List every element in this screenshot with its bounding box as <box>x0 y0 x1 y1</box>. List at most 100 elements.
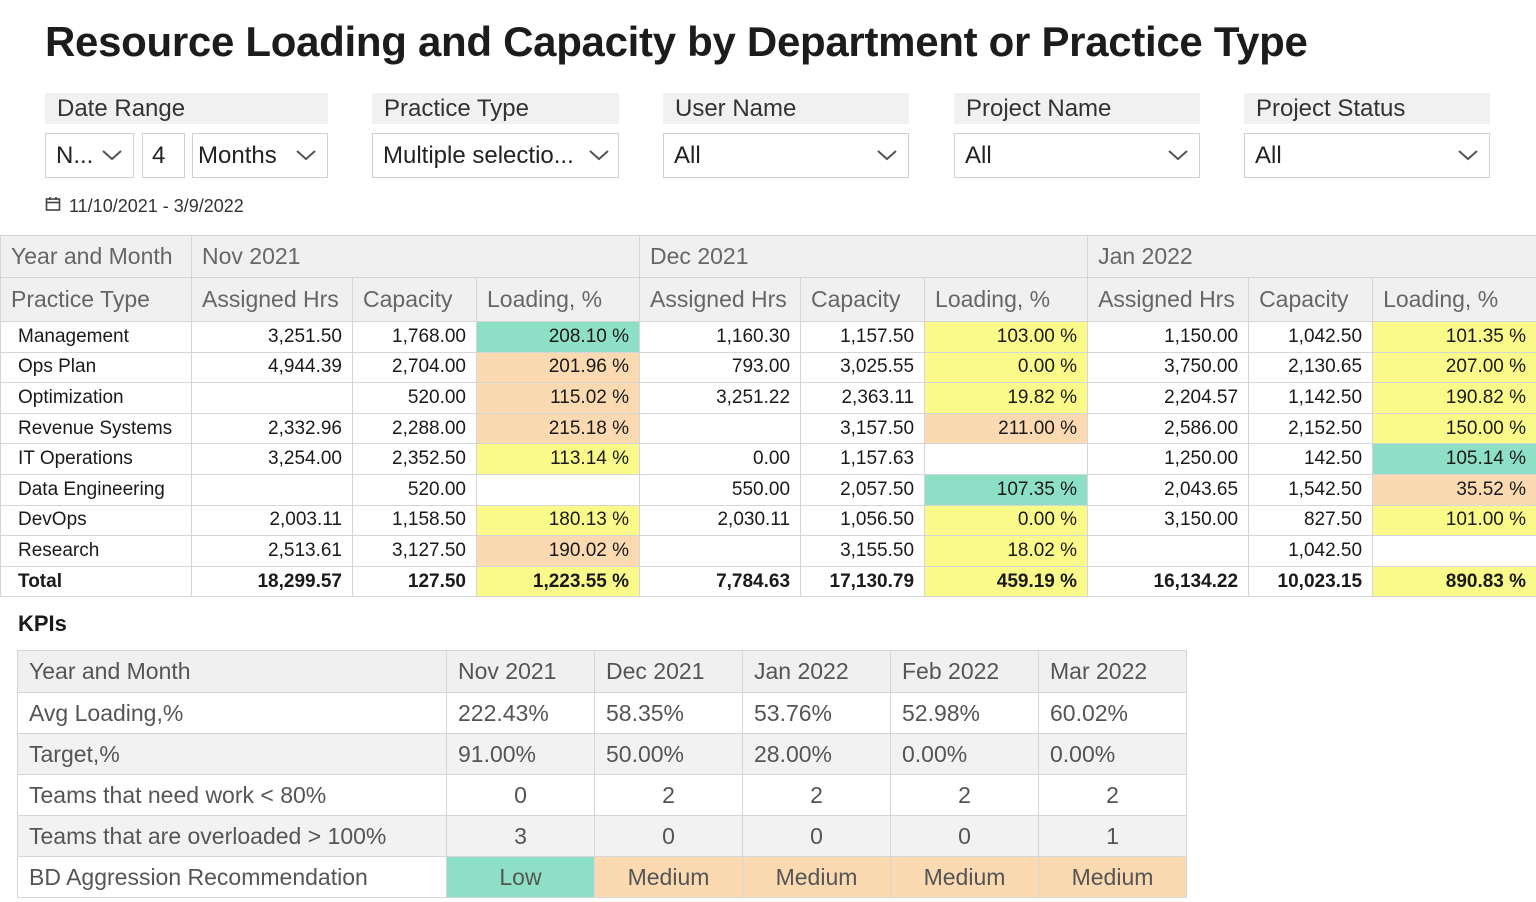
kpi-value-cell: 53.76% <box>742 692 891 734</box>
user-name-label: User Name <box>663 93 909 124</box>
kpi-table: Year and Month Nov 2021 Dec 2021 Jan 2022 Fe… <box>17 650 1187 898</box>
column-header-loading: Loading, % <box>924 277 1089 322</box>
column-header-capacity: Capacity <box>800 277 926 322</box>
practice-type-name: Management <box>0 321 192 353</box>
capacity-cell: 1,042.50 <box>1248 321 1374 353</box>
capacity-cell: 1,142.50 <box>1248 382 1374 414</box>
kpi-value-cell: 2 <box>594 774 743 816</box>
assigned-hrs-cell: 0.00 <box>639 443 802 475</box>
capacity-cell: 10,023.15 <box>1248 565 1374 598</box>
date-range-unit-dropdown[interactable]: Months <box>192 133 328 178</box>
practice-type-name: IT Operations <box>0 443 192 475</box>
assigned-hrs-cell: 793.00 <box>639 351 802 384</box>
assigned-hrs-cell: 7,784.63 <box>639 565 802 598</box>
loading-cell: 35.52 % <box>1372 473 1536 506</box>
kpi-value-cell: 222.43% <box>446 692 595 734</box>
loading-cell: 211.00 % <box>924 412 1089 445</box>
practice-type-dropdown[interactable]: Multiple selectio... <box>372 133 619 178</box>
chevron-down-icon <box>101 148 123 162</box>
chevron-down-icon <box>588 148 610 162</box>
date-range-mode-dropdown[interactable]: N... <box>45 133 134 178</box>
assigned-hrs-cell: 3,254.00 <box>191 443 353 475</box>
page-title: Resource Loading and Capacity by Departm… <box>45 18 1308 65</box>
practice-type-name: DevOps <box>0 504 192 537</box>
kpi-value-cell: Medium <box>890 856 1039 898</box>
assigned-hrs-cell: 2,332.96 <box>191 412 353 445</box>
date-range-text: 11/10/2021 - 3/9/2022 <box>69 196 244 216</box>
project-status-label: Project Status <box>1244 93 1490 124</box>
kpi-value-cell: Medium <box>1038 856 1187 898</box>
capacity-cell: 3,155.50 <box>800 535 926 567</box>
assigned-hrs-cell: 3,150.00 <box>1087 504 1250 537</box>
month-header: Dec 2021 <box>639 235 1089 278</box>
loading-cell: 105.14 % <box>1372 443 1536 475</box>
practice-type-label: Practice Type <box>372 93 619 124</box>
calendar-icon <box>45 196 61 217</box>
capacity-cell: 827.50 <box>1248 504 1374 537</box>
capacity-cell: 1,157.63 <box>800 443 926 475</box>
user-name-dropdown[interactable]: All <box>663 133 909 178</box>
capacity-cell: 1,042.50 <box>1248 535 1374 567</box>
assigned-hrs-cell <box>191 382 353 414</box>
kpi-row-label: Teams that are overloaded > 100% <box>17 815 447 857</box>
loading-cell: 113.14 % <box>475 443 641 475</box>
kpi-row: BD Aggression Recommendation Low Medium Med… <box>17 856 1187 898</box>
capacity-cell: 17,130.79 <box>800 565 926 598</box>
practice-type-name: Research <box>0 535 192 567</box>
kpi-month-header: Dec 2021 <box>594 650 743 693</box>
project-name-value: All <box>965 142 992 169</box>
loading-cell: 190.82 % <box>1372 382 1536 414</box>
column-header-loading: Loading, % <box>475 277 641 322</box>
column-header-capacity: Capacity <box>352 277 477 322</box>
date-range-mode-value: N... <box>56 142 94 169</box>
practice-type-name: Optimization <box>0 382 192 414</box>
kpi-value-cell: 2 <box>742 774 891 816</box>
capacity-cell: 2,288.00 <box>352 412 477 445</box>
table-row: IT Operations 3,254.00 2,352.50 113.14 % 0.0… <box>0 443 1536 475</box>
date-range-unit-value: Months <box>198 142 277 169</box>
capacity-cell: 520.00 <box>352 473 477 506</box>
kpi-row: Target,% 91.00% 50.00% 28.00% 0.00% 0.00% <box>17 733 1187 775</box>
kpi-month-header: Jan 2022 <box>742 650 891 693</box>
kpi-section-title: KPIs <box>18 611 67 636</box>
assigned-hrs-cell <box>639 412 802 445</box>
chevron-down-icon <box>1167 148 1189 162</box>
table-row: Data Engineering 520.00 550.00 2,057.50 107.… <box>0 473 1536 506</box>
assigned-hrs-cell <box>191 473 353 506</box>
loading-cell: 101.00 % <box>1372 504 1536 537</box>
table-row: Management 3,251.50 1,768.00 208.10 % 1,160.… <box>0 321 1536 353</box>
month-header-row: Year and Month Nov 2021 Dec 2021 Jan 202… <box>0 235 1536 278</box>
kpi-row-label: Teams that need work < 80% <box>17 774 447 816</box>
capacity-cell: 2,130.65 <box>1248 351 1374 384</box>
chevron-down-icon <box>876 148 898 162</box>
kpi-value-cell: 2 <box>890 774 1039 816</box>
kpi-header-row: Year and Month Nov 2021 Dec 2021 Jan 2022 Fe… <box>17 650 1187 693</box>
loading-cell: 201.96 % <box>475 351 641 384</box>
capacity-cell: 127.50 <box>352 565 477 598</box>
capacity-cell: 1,768.00 <box>352 321 477 353</box>
capacity-cell: 1,157.50 <box>800 321 926 353</box>
loading-cell: 19.82 % <box>924 382 1089 414</box>
column-header-assigned-hrs: Assigned Hrs <box>191 277 353 322</box>
capacity-cell: 3,127.50 <box>352 535 477 567</box>
assigned-hrs-cell: 2,003.11 <box>191 504 353 537</box>
capacity-cell: 2,152.50 <box>1248 412 1374 445</box>
kpi-header-label: Year and Month <box>17 650 447 693</box>
assigned-hrs-cell <box>639 535 802 567</box>
loading-cell <box>475 473 641 506</box>
kpi-value-cell: Medium <box>594 856 743 898</box>
table-row: Revenue Systems 2,332.96 2,288.00 215.18 % 3… <box>0 412 1536 445</box>
assigned-hrs-cell: 3,251.50 <box>191 321 353 353</box>
kpi-value-cell: 1 <box>1038 815 1187 857</box>
kpi-value-cell: 60.02% <box>1038 692 1187 734</box>
column-header-loading: Loading, % <box>1372 277 1536 322</box>
loading-cell: 107.35 % <box>924 473 1089 506</box>
assigned-hrs-cell: 3,251.22 <box>639 382 802 414</box>
capacity-cell: 2,704.00 <box>352 351 477 384</box>
date-range-count-input[interactable]: 4 <box>142 133 185 178</box>
assigned-hrs-cell: 2,043.65 <box>1087 473 1250 506</box>
kpi-value-cell: 0 <box>446 774 595 816</box>
project-name-dropdown[interactable]: All <box>954 133 1200 178</box>
assigned-hrs-cell: 16,134.22 <box>1087 565 1250 598</box>
project-status-dropdown[interactable]: All <box>1244 133 1490 178</box>
